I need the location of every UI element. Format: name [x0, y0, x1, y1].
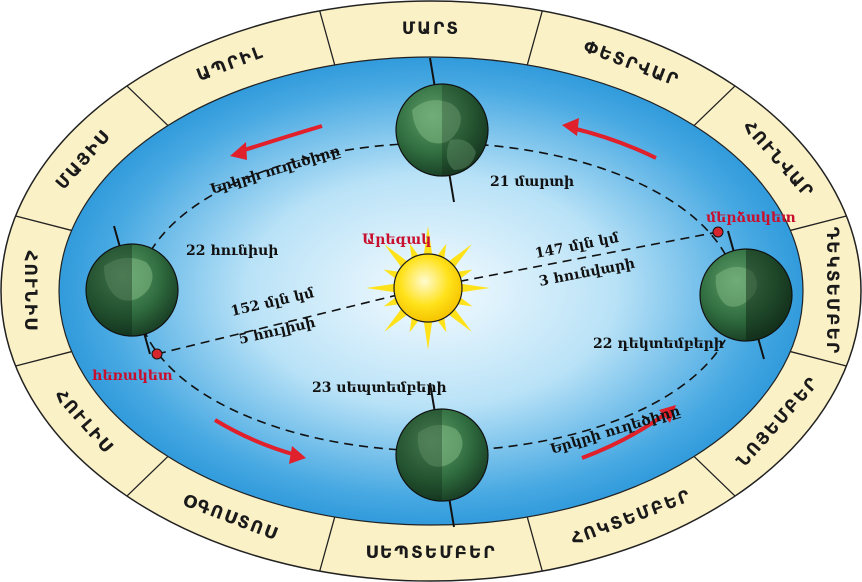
month-label: ՀՈՒՆԻՍ: [20, 250, 40, 331]
sun-ray: [423, 226, 433, 259]
month-divider: [790, 215, 847, 232]
earth-december: [699, 230, 793, 360]
month-divider: [319, 516, 336, 572]
perihelion-point: [712, 226, 724, 238]
perihelion-label: մերձակետ: [706, 209, 796, 226]
month-divider: [319, 10, 336, 66]
orbit-direction-arrow: [581, 405, 676, 460]
aphelion-label: հեռակետ: [92, 368, 173, 384]
month-label: ՍԵՊՏԵՄԲԵՐ: [365, 543, 496, 563]
aphelion-distance-line: [156, 286, 431, 355]
sun: [366, 226, 490, 350]
june-date-label: 22 հունիսի: [186, 243, 278, 259]
perihelion-distance-line: [429, 231, 719, 288]
month-divider: [790, 350, 847, 367]
month-divider: [693, 85, 736, 127]
sun-ray: [457, 283, 490, 293]
month-divider: [126, 455, 169, 497]
month-divider: [526, 516, 543, 572]
month-divider: [526, 10, 543, 66]
month-label: ԴԵԿՏԵՄԲԵՐ: [822, 227, 842, 356]
month-divider: [15, 215, 72, 232]
month-divider: [693, 455, 736, 497]
earth-september: [395, 382, 489, 528]
month-divider: [126, 85, 169, 127]
orbit-direction-arrow: [213, 418, 306, 464]
september-date-label: 23 սեպտեմբերի: [312, 380, 447, 396]
sun-label: Արեգակ: [362, 232, 431, 248]
march-date-label: 21 մարտի: [490, 174, 574, 190]
month-divider: [15, 350, 72, 367]
december-date-label: 22 դեկտեմբերի: [593, 336, 724, 352]
earth-march: [395, 57, 489, 203]
sun-ray: [366, 283, 399, 293]
orbit-direction-arrow: [230, 124, 323, 160]
orbit-direction-arrow: [562, 118, 657, 160]
sun-ray: [423, 317, 433, 350]
aphelion-point: [151, 348, 163, 360]
month-label: ՄԱՐՏ: [402, 19, 460, 39]
month-ring-dividers: [15, 10, 847, 572]
